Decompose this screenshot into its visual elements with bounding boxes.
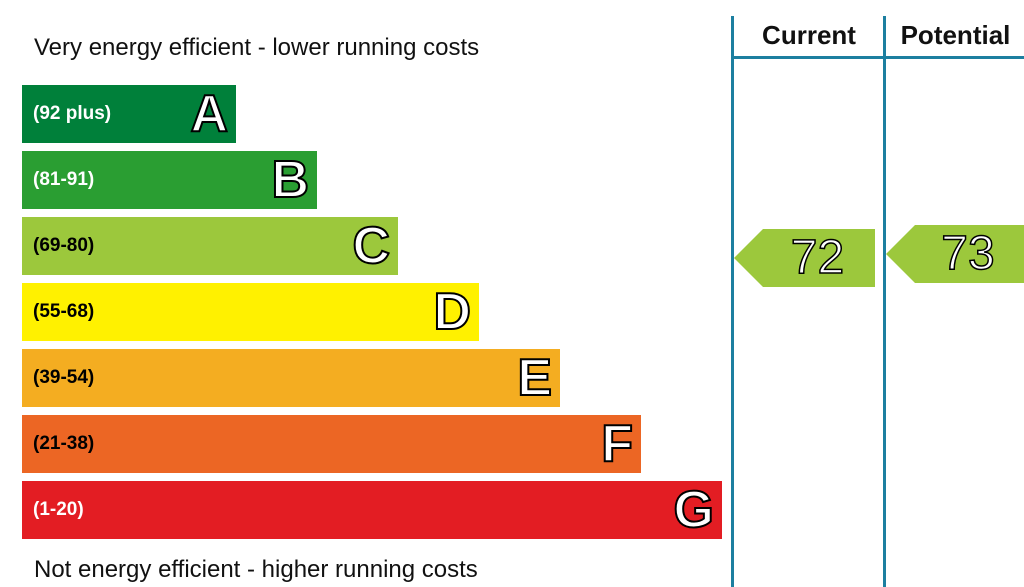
potential-rating-arrow: 73: [886, 225, 1024, 283]
band-range-label: (21-38): [33, 433, 95, 454]
bottom-caption: Not energy efficient - higher running co…: [34, 556, 478, 583]
header-underline: [731, 56, 1024, 59]
band-letter: G: [673, 481, 715, 539]
band-range-label: (69-80): [33, 235, 95, 256]
current-rating-value: 72: [790, 231, 845, 284]
band-range-label: (55-68): [33, 301, 95, 322]
current-column-divider: [731, 16, 734, 587]
top-caption: Very energy efficient - lower running co…: [34, 34, 480, 61]
band-c: (69-80) C: [22, 217, 398, 275]
band-range-label: (39-54): [33, 367, 95, 388]
band-a: (92 plus) A: [22, 85, 236, 143]
band-g: (1-20) G: [22, 481, 722, 539]
band-letter: D: [432, 283, 472, 341]
band-letter: C: [351, 217, 391, 275]
band-f: (21-38) F: [22, 415, 641, 473]
band-d: (55-68) D: [22, 283, 479, 341]
potential-rating-value: 73: [941, 227, 996, 280]
potential-header: Potential: [900, 20, 1011, 50]
current-header: Current: [762, 20, 856, 50]
band-range-label: (1-20): [33, 499, 84, 520]
band-letter: A: [189, 85, 229, 143]
current-rating-arrow: 72: [734, 229, 875, 287]
band-letter: F: [600, 415, 634, 473]
band-letter: B: [270, 151, 310, 209]
band-range-label: (92 plus): [33, 103, 112, 124]
band-range-label: (81-91): [33, 169, 95, 190]
band-letter: E: [516, 349, 553, 407]
band-e: (39-54) E: [22, 349, 560, 407]
potential-arrow-shape: [886, 225, 1024, 283]
band-b: (81-91) B: [22, 151, 317, 209]
potential-column-divider: [883, 16, 886, 587]
current-arrow-shape: [734, 229, 875, 287]
